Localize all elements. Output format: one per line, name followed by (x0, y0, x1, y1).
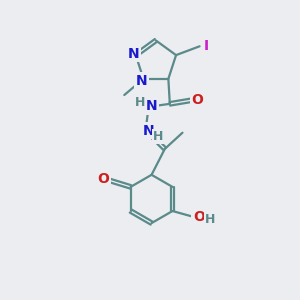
Text: N: N (136, 74, 148, 88)
Text: N: N (128, 46, 140, 61)
Text: N: N (143, 124, 154, 138)
Text: N: N (146, 99, 158, 113)
Text: O: O (97, 172, 109, 186)
Text: O: O (192, 93, 203, 107)
Text: I: I (203, 39, 208, 53)
Text: H: H (153, 130, 163, 143)
Text: H: H (135, 96, 146, 109)
Text: H: H (205, 213, 215, 226)
Text: O: O (193, 210, 205, 224)
